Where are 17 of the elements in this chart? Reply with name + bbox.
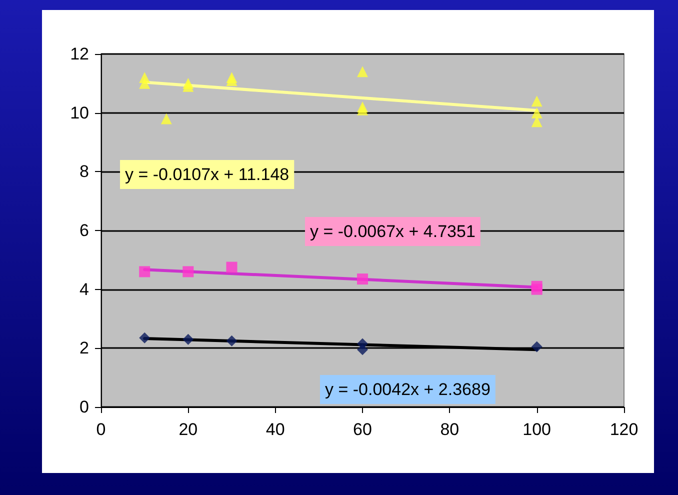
- annotation: y = -0.0107x + 11.148: [125, 165, 290, 184]
- y-tick-label: 10: [70, 103, 89, 122]
- y-tick-label: 8: [80, 162, 89, 182]
- x-tick-label: 20: [178, 420, 198, 439]
- y-tick-label: 4: [80, 280, 89, 299]
- x-tick-label: 0: [96, 420, 106, 439]
- x-tick-label: 40: [266, 420, 285, 439]
- x-tick-label: 60: [353, 420, 372, 439]
- y-tick-label: 6: [80, 221, 89, 240]
- y-tick-label: 0: [80, 398, 89, 416]
- x-tick-label: 120: [610, 420, 638, 439]
- annotation: y = -0.0067x + 4.7351: [310, 222, 476, 241]
- x-tick-label: 80: [440, 420, 460, 439]
- y-tick-label: 12: [70, 44, 89, 64]
- annotation: y = -0.0042x + 2.3689: [325, 380, 490, 399]
- y-tick-label: 2: [80, 338, 89, 358]
- x-tick-label: 100: [522, 420, 552, 439]
